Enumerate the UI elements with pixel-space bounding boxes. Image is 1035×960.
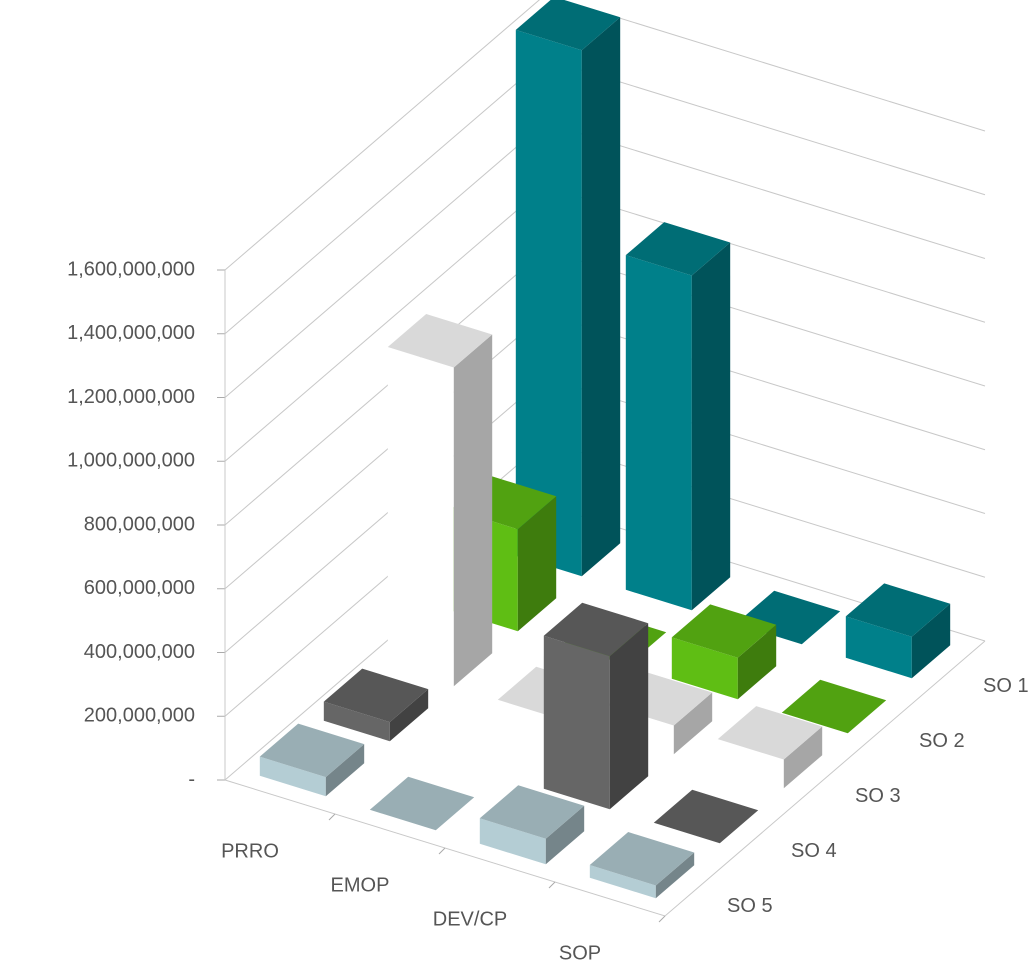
bar-front (845, 616, 912, 679)
bar-front (589, 865, 656, 899)
bar-top (387, 314, 493, 368)
y-tick-label: 800,000,000 (84, 513, 195, 535)
bar (781, 679, 887, 734)
bar-side (737, 624, 777, 700)
bar-top (717, 706, 823, 760)
bar-front (671, 637, 738, 700)
bar-top (781, 679, 887, 734)
bar-front (625, 255, 692, 611)
grid-line (224, 0, 986, 271)
bar-side (691, 242, 731, 611)
bar-side (453, 334, 493, 687)
series-label: SO 5 (727, 895, 773, 917)
x-tick-label: DEV/CP (433, 908, 507, 930)
bar (543, 602, 649, 810)
bar-side (517, 496, 557, 632)
x-tick (658, 915, 666, 923)
y-tick-label: 1,400,000,000 (67, 322, 195, 344)
bar (323, 668, 429, 742)
bar (259, 723, 365, 797)
bar-side (325, 744, 365, 797)
bar-side (655, 852, 695, 899)
x-tick (548, 881, 556, 889)
bar-top (671, 604, 777, 658)
x-tick-label: PRRO (221, 840, 279, 862)
bar-top (515, 0, 621, 51)
bar-top (625, 222, 731, 276)
bar-front (515, 29, 582, 577)
series-label: SO 2 (919, 730, 965, 752)
y-tick-label: 200,000,000 (84, 705, 195, 727)
bar (589, 832, 695, 899)
x-tick (438, 847, 446, 855)
x-tick-label: EMOP (331, 874, 390, 896)
x-tick (328, 813, 336, 821)
bar (653, 789, 759, 844)
bar-front (323, 701, 390, 742)
bar (845, 583, 951, 679)
bar-top (369, 776, 475, 831)
y-tick-label: 1,200,000,000 (67, 386, 195, 408)
bar-top (653, 789, 759, 844)
bar-front (387, 347, 454, 687)
bar-top (479, 785, 585, 839)
series-label: SO 1 (983, 675, 1029, 697)
bar (625, 222, 731, 611)
bar (671, 604, 777, 700)
bar-top (323, 668, 429, 723)
bar-side (609, 623, 649, 810)
bar-top (259, 723, 365, 778)
bar-top (845, 583, 951, 637)
bar-top (589, 832, 695, 886)
x-tick-label: SOP (559, 942, 601, 960)
bar-front (479, 818, 546, 865)
y-tick-label: 600,000,000 (84, 577, 195, 599)
y-tick-label: 1,600,000,000 (67, 258, 195, 280)
bar-side (673, 692, 713, 755)
y-tick-label: 1,000,000,000 (67, 450, 195, 472)
bar (515, 0, 621, 577)
y-tick-label: - (188, 768, 195, 790)
series-label: SO 3 (855, 785, 901, 807)
bar (717, 706, 823, 789)
bar-side (389, 689, 429, 742)
bar-side (581, 17, 621, 577)
bar (479, 785, 585, 865)
bar-front (543, 635, 610, 810)
bar-side (911, 603, 951, 679)
bar-side (545, 805, 585, 865)
bar-top (543, 602, 649, 657)
bar-front (259, 756, 326, 797)
bar-front (717, 739, 784, 789)
series-label: SO 4 (791, 840, 837, 862)
y-tick-label: 400,000,000 (84, 641, 195, 663)
bar (369, 776, 475, 831)
bar-side (783, 726, 823, 789)
bar (387, 314, 493, 687)
